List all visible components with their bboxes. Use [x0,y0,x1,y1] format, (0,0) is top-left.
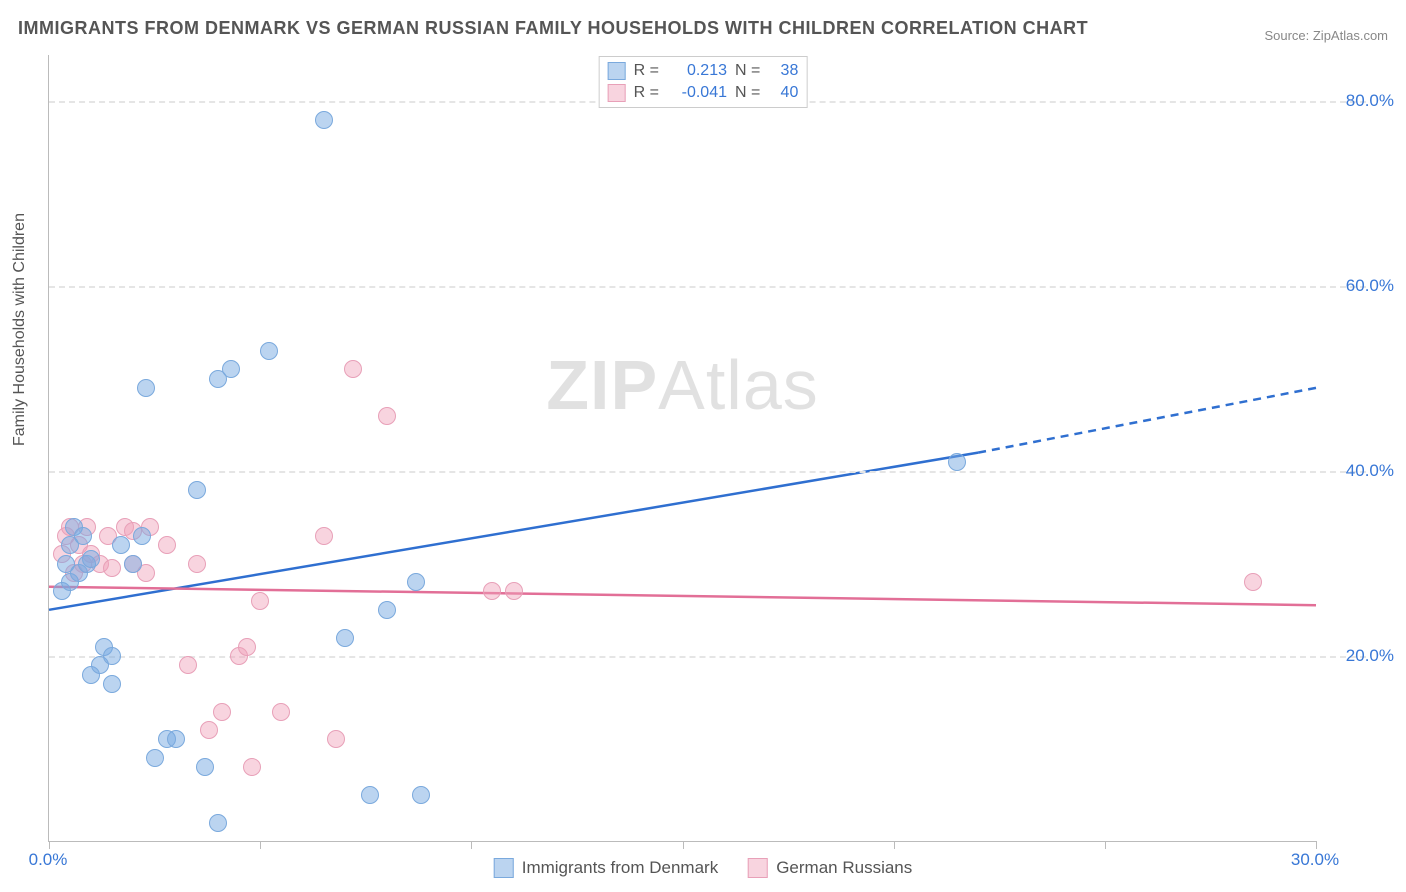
data-point [103,559,121,577]
data-point [137,379,155,397]
legend-correlation-row: R = 0.213 N = 38 [608,60,799,82]
data-point [505,582,523,600]
data-point [315,111,333,129]
gridline [49,286,1366,288]
data-point [133,527,151,545]
data-point [196,758,214,776]
data-point [103,675,121,693]
data-point [251,592,269,610]
y-tick-label: 60.0% [1346,276,1394,296]
y-tick-label: 40.0% [1346,461,1394,481]
data-point [344,360,362,378]
legend-correlation-row: R = -0.041 N = 40 [608,82,799,104]
data-point [407,573,425,591]
x-tick [49,841,50,849]
y-axis-label: Family Households with Children [11,213,29,446]
data-point [179,656,197,674]
watermark-bold: ZIP [546,346,658,424]
data-point [213,703,231,721]
watermark-rest: Atlas [658,346,819,424]
n-label: N = [735,60,760,82]
data-point [82,550,100,568]
legend-correlation: R = 0.213 N = 38 R = -0.041 N = 40 [599,56,808,108]
legend-label: German Russians [776,858,912,878]
data-point [74,527,92,545]
data-point [103,647,121,665]
data-point [222,360,240,378]
data-point [200,721,218,739]
x-tick [471,841,472,849]
legend-label: Immigrants from Denmark [522,858,718,878]
x-tick-label: 0.0% [29,850,68,870]
x-tick-label: 30.0% [1291,850,1339,870]
data-point [167,730,185,748]
legend-swatch [608,84,626,102]
x-tick [894,841,895,849]
n-value: 40 [768,82,798,104]
r-value: -0.041 [667,82,727,104]
x-tick [1105,841,1106,849]
legend-item: Immigrants from Denmark [494,858,718,878]
legend-swatch [608,62,626,80]
x-tick [1316,841,1317,849]
data-point [361,786,379,804]
y-tick-label: 20.0% [1346,646,1394,666]
data-point [238,638,256,656]
data-point [315,527,333,545]
r-label: R = [634,82,659,104]
r-label: R = [634,60,659,82]
chart-title: IMMIGRANTS FROM DENMARK VS GERMAN RUSSIA… [18,18,1088,39]
data-point [483,582,501,600]
x-tick [260,841,261,849]
watermark: ZIPAtlas [546,345,819,425]
data-point [243,758,261,776]
data-point [412,786,430,804]
data-point [158,536,176,554]
data-point [1244,573,1262,591]
data-point [146,749,164,767]
data-point [124,555,142,573]
gridline [49,471,1366,473]
source-label: Source: ZipAtlas.com [1264,28,1388,43]
data-point [112,536,130,554]
data-point [378,407,396,425]
y-tick-label: 80.0% [1346,91,1394,111]
n-label: N = [735,82,760,104]
legend-item: German Russians [748,858,912,878]
plot-area: ZIPAtlas [48,55,1316,842]
r-value: 0.213 [667,60,727,82]
data-point [272,703,290,721]
data-point [188,481,206,499]
data-point [378,601,396,619]
data-point [209,814,227,832]
n-value: 38 [768,60,798,82]
data-point [336,629,354,647]
legend-swatch [494,858,514,878]
data-point [948,453,966,471]
legend-series: Immigrants from Denmark German Russians [494,858,913,878]
legend-swatch [748,858,768,878]
trend-lines [49,55,1316,841]
data-point [188,555,206,573]
x-tick [683,841,684,849]
data-point [327,730,345,748]
data-point [260,342,278,360]
